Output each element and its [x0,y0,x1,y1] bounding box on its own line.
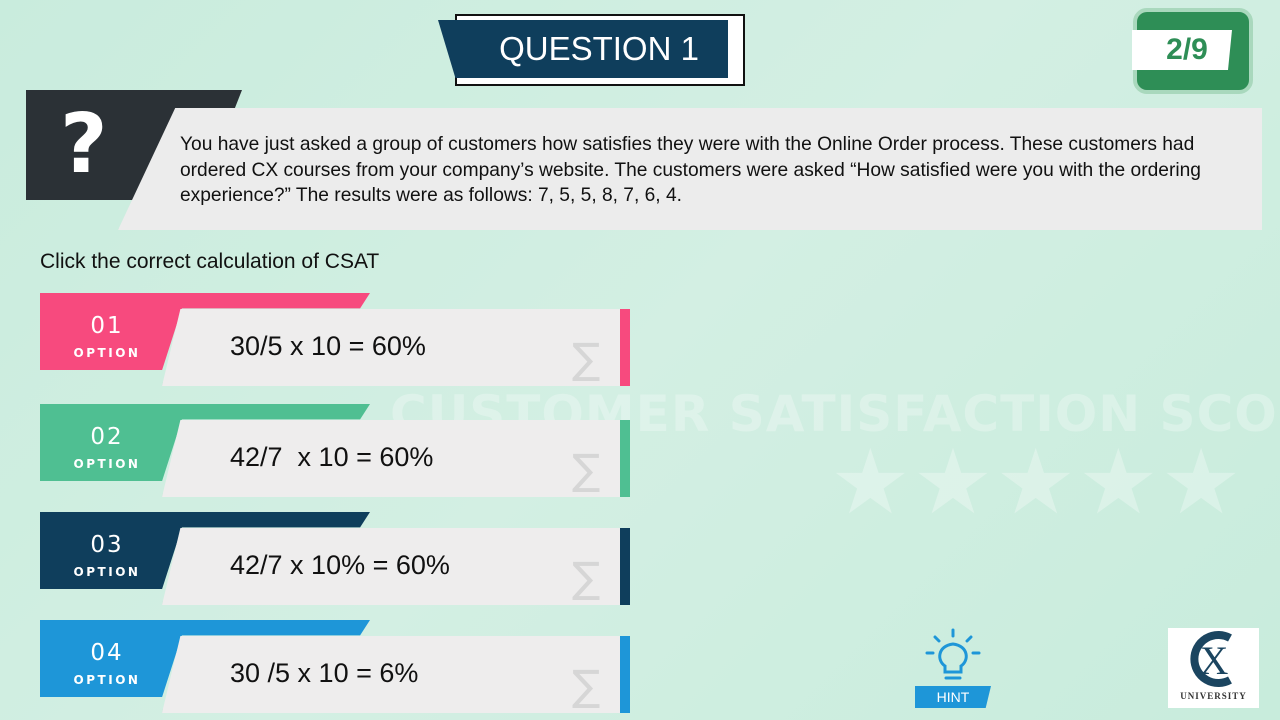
option-label: OPTION [73,673,141,687]
question-panel [118,108,1262,230]
logo-text: UNIVERSITY [1180,691,1247,701]
title-banner [438,20,728,78]
watermark-stars: ★★★★★ [830,430,1244,535]
sigma-icon: ∑ [572,661,601,710]
question-counter: 2/9 [1166,33,1208,66]
option-card[interactable] [162,528,622,605]
option-label: OPTION [73,457,141,471]
lightbulb-icon [925,628,981,680]
option-accent-bar [620,420,630,497]
hint-label: HINT [915,686,991,708]
instruction-text: Click the correct calculation of CSAT [40,250,380,273]
svg-text:X: X [1200,638,1229,683]
option-card[interactable] [162,309,622,386]
page-title: QUESTION 1 [499,30,699,67]
sigma-icon: ∑ [572,445,601,494]
option-number: 04 [90,640,124,666]
option-card[interactable] [162,636,622,713]
hint-button[interactable]: HINT [915,628,991,708]
option-accent-bar [620,636,630,713]
option-label: OPTION [73,346,141,360]
option-formula[interactable]: 42/7 x 10% = 60% [230,550,450,580]
option-accent-bar [620,309,630,386]
option-03[interactable]: 03 OPTION 42/7 x 10% = 60% ∑ [40,512,640,607]
sigma-icon: ∑ [572,553,601,602]
option-01[interactable]: 01 OPTION 30/5 x 10 = 60% ∑ [40,293,640,388]
option-number: 02 [90,424,124,450]
option-formula[interactable]: 30/5 x 10 = 60% [230,331,426,361]
question-text: You have just asked a group of customers… [180,134,1201,206]
option-04[interactable]: 04 OPTION 30 /5 x 10 = 6% ∑ [40,620,640,715]
option-number: 01 [90,313,124,339]
option-number: 03 [90,532,124,558]
option-formula[interactable]: 30 /5 x 10 = 6% [230,658,419,688]
cx-university-logo: X UNIVERSITY [1168,628,1259,708]
counter-label-bg [1132,30,1232,70]
sigma-icon: ∑ [572,334,601,383]
option-card[interactable] [162,420,622,497]
option-formula[interactable]: 42/7 x 10 = 60% [230,442,434,472]
cx-logo-icon: X [1190,631,1232,687]
option-accent-bar [620,528,630,605]
option-label: OPTION [73,565,141,579]
question-mark-icon: ? [60,97,108,192]
option-02[interactable]: 02 OPTION 42/7 x 10 = 60% ∑ [40,404,640,499]
